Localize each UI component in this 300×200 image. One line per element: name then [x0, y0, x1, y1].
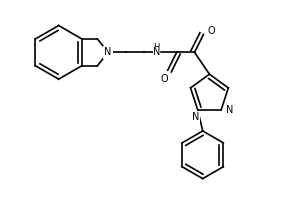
Text: O: O: [161, 74, 169, 84]
Text: N: N: [226, 105, 233, 115]
Text: O: O: [207, 26, 215, 36]
Text: N: N: [104, 47, 112, 57]
Text: H: H: [154, 43, 160, 52]
Text: N: N: [153, 47, 160, 57]
Text: N: N: [192, 112, 200, 122]
